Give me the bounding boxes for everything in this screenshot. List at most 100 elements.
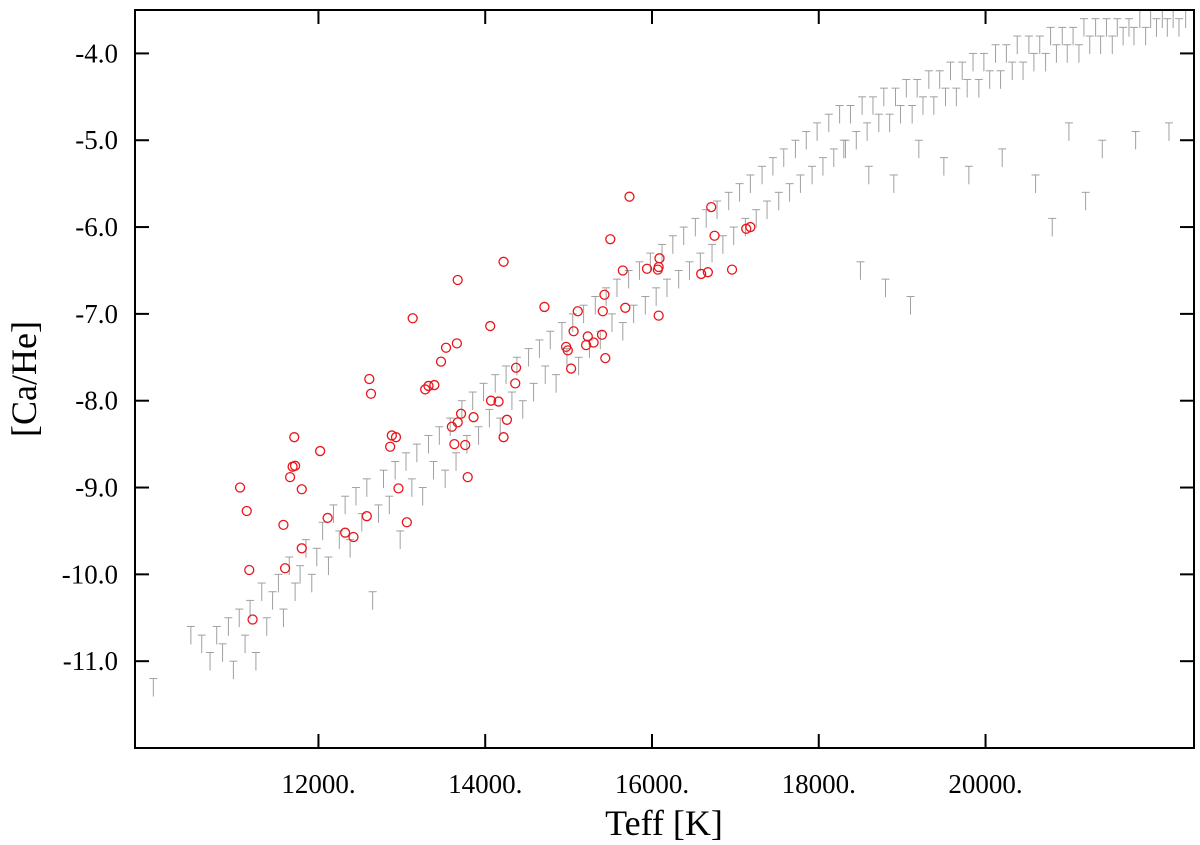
upper-limit-point: [362, 478, 371, 497]
detection-point: [641, 263, 653, 274]
upper-limit-point: [1081, 191, 1090, 211]
upper-limit-point: [924, 70, 933, 89]
upper-limit-point: [262, 617, 271, 636]
detection-point: [493, 396, 504, 407]
detection-point: [279, 563, 291, 574]
upper-limit-point: [685, 261, 694, 280]
detection-point: [510, 378, 521, 389]
upper-limit-point: [329, 504, 338, 523]
upper-limit-point: [1129, 26, 1138, 46]
upper-limit-point: [752, 209, 761, 228]
detection-point: [452, 274, 463, 286]
detection-point: [572, 306, 583, 317]
upper-limit-point: [785, 183, 794, 202]
upper-limit-point: [879, 87, 888, 107]
upper-limit-point: [635, 261, 644, 280]
upper-limit-point: [557, 322, 566, 341]
x-tick-label: 18000.: [782, 769, 856, 799]
upper-limit-point: [1102, 18, 1111, 37]
upper-limit-point: [441, 469, 450, 489]
detection-point: [449, 438, 460, 450]
detection-point: [440, 342, 452, 353]
upper-limit-point: [729, 226, 738, 246]
detection-point: [296, 484, 307, 495]
upper-limit-point: [307, 573, 316, 593]
detection-point: [596, 329, 608, 340]
upper-limit-point: [935, 70, 944, 89]
detection-point: [624, 191, 635, 202]
detection-point: [451, 338, 463, 349]
x-ticks: 12000. 14000. 16000. 18000. 20000.: [281, 10, 1023, 799]
x-tick-label: 14000.: [448, 769, 522, 799]
upper-limit-point: [1029, 52, 1038, 72]
detection-point: [296, 543, 307, 554]
detection-point: [462, 471, 473, 483]
upper-limit-point: [186, 625, 195, 645]
upper-limit-point: [274, 573, 283, 593]
detection-series: [234, 191, 756, 625]
upper-limit-point: [691, 217, 700, 237]
detection-point: [706, 201, 717, 213]
upper-limit-point: [618, 322, 627, 341]
upper-limit-point: [596, 330, 605, 350]
upper-limit-point: [906, 296, 915, 315]
detection-point: [485, 320, 496, 332]
upper-limit-point: [641, 296, 650, 315]
upper-limit-point: [229, 660, 238, 680]
upper-limit-point: [574, 356, 583, 376]
detection-point: [314, 445, 326, 457]
upper-limit-point: [652, 287, 661, 306]
detection-point: [289, 432, 300, 443]
upper-limit-point: [1141, 26, 1150, 46]
upper-limit-point: [674, 269, 683, 289]
upper-limit-point: [696, 252, 705, 272]
upper-limit-point: [429, 460, 438, 480]
detection-point: [588, 337, 599, 348]
upper-limit-point: [452, 452, 461, 471]
x-axis-label: Teff [K]: [605, 803, 723, 843]
upper-limit-point: [1008, 61, 1017, 81]
y-tick-label: -11.0: [63, 646, 118, 676]
detection-point: [597, 306, 608, 317]
upper-limit-point: [1013, 35, 1022, 55]
upper-limit-point: [579, 304, 588, 324]
detection-point: [709, 230, 720, 241]
upper-limit-point: [541, 365, 550, 384]
upper-limit-point: [758, 165, 767, 185]
upper-limit-point: [896, 105, 905, 124]
upper-limit-point: [891, 87, 900, 107]
upper-limit-point: [958, 61, 967, 81]
detection-point: [654, 253, 665, 264]
detection-point: [582, 331, 593, 342]
detection-point: [385, 441, 396, 452]
upper-limit-point: [713, 200, 722, 220]
upper-limit-point: [1113, 18, 1122, 37]
upper-limit-point: [268, 591, 277, 610]
upper-limit-point: [824, 113, 833, 133]
upper-limit-point: [868, 96, 877, 115]
y-tick-label: -6.0: [75, 212, 118, 242]
upper-limit-point: [941, 87, 950, 107]
upper-limit-point: [746, 174, 755, 193]
upper-limit-point: [852, 131, 861, 150]
upper-limit-point: [1119, 26, 1128, 46]
upper-limit-point: [518, 400, 527, 419]
upper-limit-point: [1152, 18, 1161, 37]
upper-limit-point: [291, 582, 300, 602]
upper-limit-point: [612, 278, 621, 298]
upper-limit-point: [502, 365, 511, 384]
upper-limit-point: [846, 105, 855, 124]
detection-point: [289, 460, 301, 471]
upper-limit-point: [1063, 44, 1072, 63]
upper-limit-point: [863, 122, 872, 141]
upper-limit-point: [1131, 131, 1140, 150]
upper-limit-point: [312, 547, 321, 567]
upper-limit-point: [718, 235, 727, 254]
upper-limit-point: [402, 452, 411, 471]
detection-point: [501, 414, 513, 425]
upper-limit-point: [474, 426, 483, 445]
y-tick-label: -8.0: [75, 386, 118, 416]
detection-point: [460, 439, 471, 451]
upper-limit-point: [552, 374, 561, 393]
